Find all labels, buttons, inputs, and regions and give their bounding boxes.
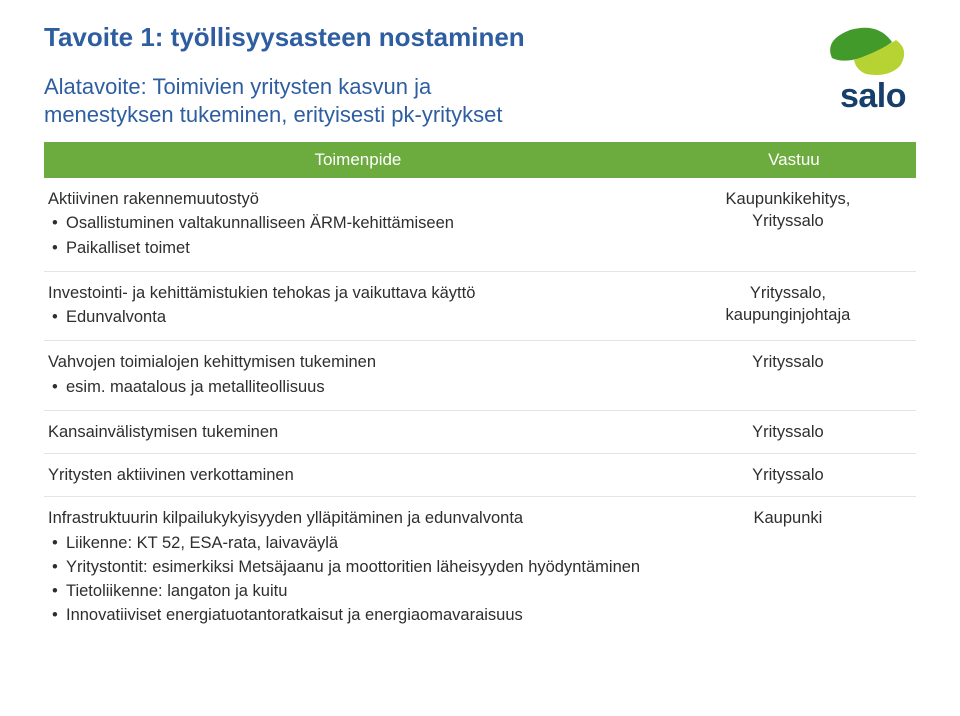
row-bullet: Liikenne: KT 52, ESA-rata, laivaväylä [48,532,656,554]
row-right-1: Yrityssalo [752,423,824,441]
row-bullet: Tietoliikenne: langaton ja kuitu [48,580,656,602]
row-right-2: kaupunginjohtaja [726,306,851,324]
logo-wordmark: salo [840,77,906,116]
table-row: Vahvojen toimialojen kehittymisen tukemi… [44,341,916,411]
row-bullet: Osallistuminen valtakunnalliseen ÄRM-keh… [48,212,656,234]
row-main: Infrastruktuurin kilpailukykyisyyden yll… [48,507,656,529]
row-right-1: Kaupunkikehitys, [726,190,851,208]
table-row: Kansainvälistymisen tukeminen Yrityssalo [44,410,916,453]
subtitle-line1: Alatavoite: Toimivien yritysten kasvun j… [44,74,431,99]
row-bullet: esim. maatalous ja metalliteollisuus [48,376,656,398]
col-header-responsible: Vastuu [672,142,916,178]
row-right-1: Yrityssalo, [750,284,826,302]
row-right-1: Yrityssalo [752,353,824,371]
brand-logo: salo [766,26,916,116]
actions-table: Toimenpide Vastuu Aktiivinen rakennemuut… [44,142,916,639]
row-bullet: Paikalliset toimet [48,237,656,259]
row-main: Aktiivinen rakennemuutostyö [48,188,656,210]
col-header-action: Toimenpide [44,142,672,178]
row-bullet: Edunvalvonta [48,306,656,328]
table-row: Infrastruktuurin kilpailukykyisyyden yll… [44,497,916,639]
table-row: Aktiivinen rakennemuutostyö Osallistumin… [44,178,916,271]
subtitle-line2: menestyksen tukeminen, erityisesti pk-yr… [44,102,503,127]
row-main: Kansainvälistymisen tukeminen [48,421,656,443]
row-bullet: Innovatiiviset energiatuotantoratkaisut … [48,604,656,626]
row-right-1: Yrityssalo [752,466,824,484]
row-bullet: Yritystontit: esimerkiksi Metsäjaanu ja … [48,556,656,578]
row-right-1: Kaupunki [754,509,823,527]
row-right-2: Yrityssalo [752,212,824,230]
row-main: Yritysten aktiivinen verkottaminen [48,464,656,486]
row-main: Investointi- ja kehittämistukien tehokas… [48,282,656,304]
table-row: Yritysten aktiivinen verkottaminen Yrity… [44,454,916,497]
row-main: Vahvojen toimialojen kehittymisen tukemi… [48,351,656,373]
table-row: Investointi- ja kehittämistukien tehokas… [44,271,916,341]
